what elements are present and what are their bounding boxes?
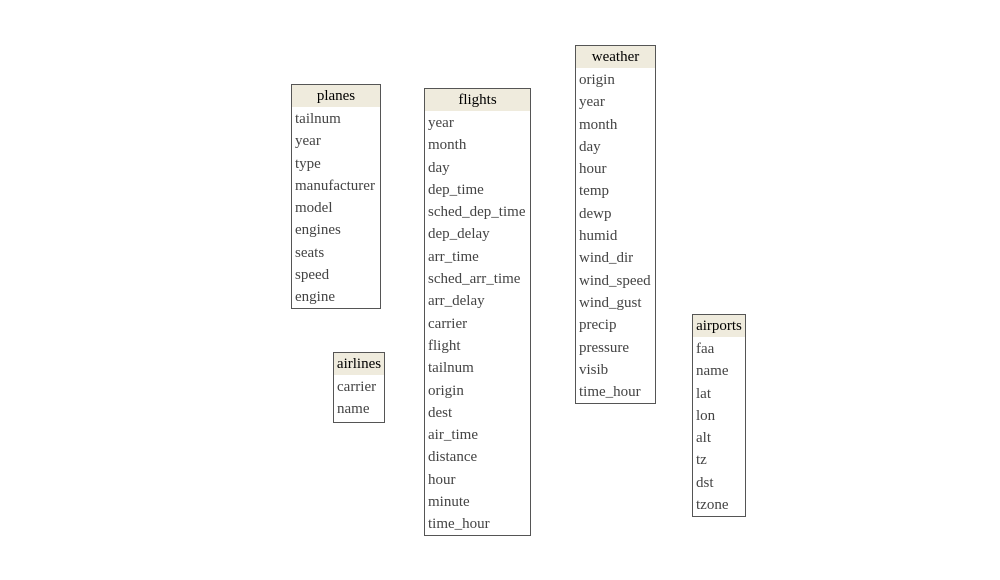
field-airports-faa: faa: [696, 341, 715, 357]
field-planes-engine: engine: [295, 289, 335, 306]
field-airports-name: name: [696, 363, 729, 380]
field-airports-tz: tz: [696, 452, 707, 469]
field-planes-seats: seats: [295, 244, 325, 261]
field-flights-day: day: [428, 159, 450, 176]
field-weather-temp: temp: [579, 183, 609, 200]
field-planes-engines: engines: [295, 222, 341, 239]
field-airports-alt: alt: [696, 430, 711, 447]
field-airlines-carrier: carrier: [337, 379, 377, 395]
table-header-flights: flights: [425, 89, 530, 111]
field-airports-lon: lon: [696, 407, 716, 424]
table-airports: airports faa name lat lon alt tz dst tzone: [692, 314, 746, 517]
field-planes-manufacturer: manufacturer: [295, 177, 375, 194]
field-weather-pressure: pressure: [579, 339, 629, 356]
field-flights-arr-delay: arr_delay: [428, 293, 485, 310]
field-flights-flight: flight: [428, 337, 461, 354]
field-airlines-name: name: [337, 401, 370, 418]
field-planes-year: year: [295, 133, 321, 150]
field-flights-distance: distance: [428, 449, 478, 466]
field-weather-wind-gust: wind_gust: [579, 294, 642, 311]
field-planes-speed: speed: [295, 267, 330, 284]
field-flights-time-hour: time_hour: [428, 516, 490, 533]
field-flights-sched-arr-time: sched_arr_time: [428, 271, 521, 288]
field-list-airports: faa name lat lon alt tz dst tzone: [693, 337, 745, 516]
field-flights-hour: hour: [428, 471, 456, 488]
field-weather-precip: precip: [579, 317, 617, 334]
field-flights-origin: origin: [428, 382, 464, 399]
field-flights-minute: minute: [428, 494, 470, 511]
field-weather-year: year: [579, 94, 605, 111]
table-header-planes: planes: [292, 85, 380, 107]
field-flights-arr-time: arr_time: [428, 248, 479, 265]
field-weather-time-hour: time_hour: [579, 384, 641, 401]
field-flights-air-time: air_time: [428, 427, 478, 444]
field-weather-wind-dir: wind_dir: [579, 250, 634, 267]
field-weather-dewp: dewp: [579, 205, 612, 222]
field-weather-origin: origin: [579, 72, 615, 88]
field-weather-hour: hour: [579, 161, 607, 178]
field-list-airlines: carrier name: [334, 375, 384, 421]
field-flights-carrier: carrier: [428, 315, 468, 332]
field-weather-month: month: [579, 116, 618, 133]
table-header-airlines: airlines: [334, 353, 384, 375]
field-list-flights: year month day dep_time sched_dep_time dep_de…: [425, 111, 530, 536]
field-list-weather: origin year month day hour temp dewp humid wind_…: [576, 68, 655, 403]
field-flights-dep-time: dep_time: [428, 181, 484, 198]
table-header-weather: weather: [576, 46, 655, 68]
field-planes-model: model: [295, 200, 333, 217]
field-flights-month: month: [428, 137, 467, 154]
field-airports-tzone: tzone: [696, 497, 729, 514]
table-airlines: airlines carrier name: [333, 352, 385, 423]
table-weather: weather origin year month day hour temp dewp hu…: [575, 45, 656, 404]
field-planes-type: type: [295, 155, 321, 172]
field-weather-day: day: [579, 138, 601, 155]
field-planes-tailnum: tailnum: [295, 111, 341, 127]
field-list-planes: tailnum year type manufacturer model engines s…: [292, 107, 380, 309]
field-weather-wind-speed: wind_speed: [579, 272, 651, 289]
field-flights-dep-delay: dep_delay: [428, 226, 490, 243]
field-weather-visib: visib: [579, 361, 609, 378]
field-airports-lat: lat: [696, 385, 711, 402]
table-flights: flights year month day dep_time sched_dep_ti…: [424, 88, 531, 536]
field-flights-sched-dep-time: sched_dep_time: [428, 204, 526, 221]
field-airports-dst: dst: [696, 474, 714, 491]
table-planes: planes tailnum year type manufacturer model e…: [291, 84, 381, 309]
field-flights-year: year: [428, 115, 454, 131]
field-flights-dest: dest: [428, 404, 453, 421]
field-flights-tailnum: tailnum: [428, 360, 474, 377]
field-weather-humid: humid: [579, 228, 618, 245]
table-header-airports: airports: [693, 315, 745, 337]
